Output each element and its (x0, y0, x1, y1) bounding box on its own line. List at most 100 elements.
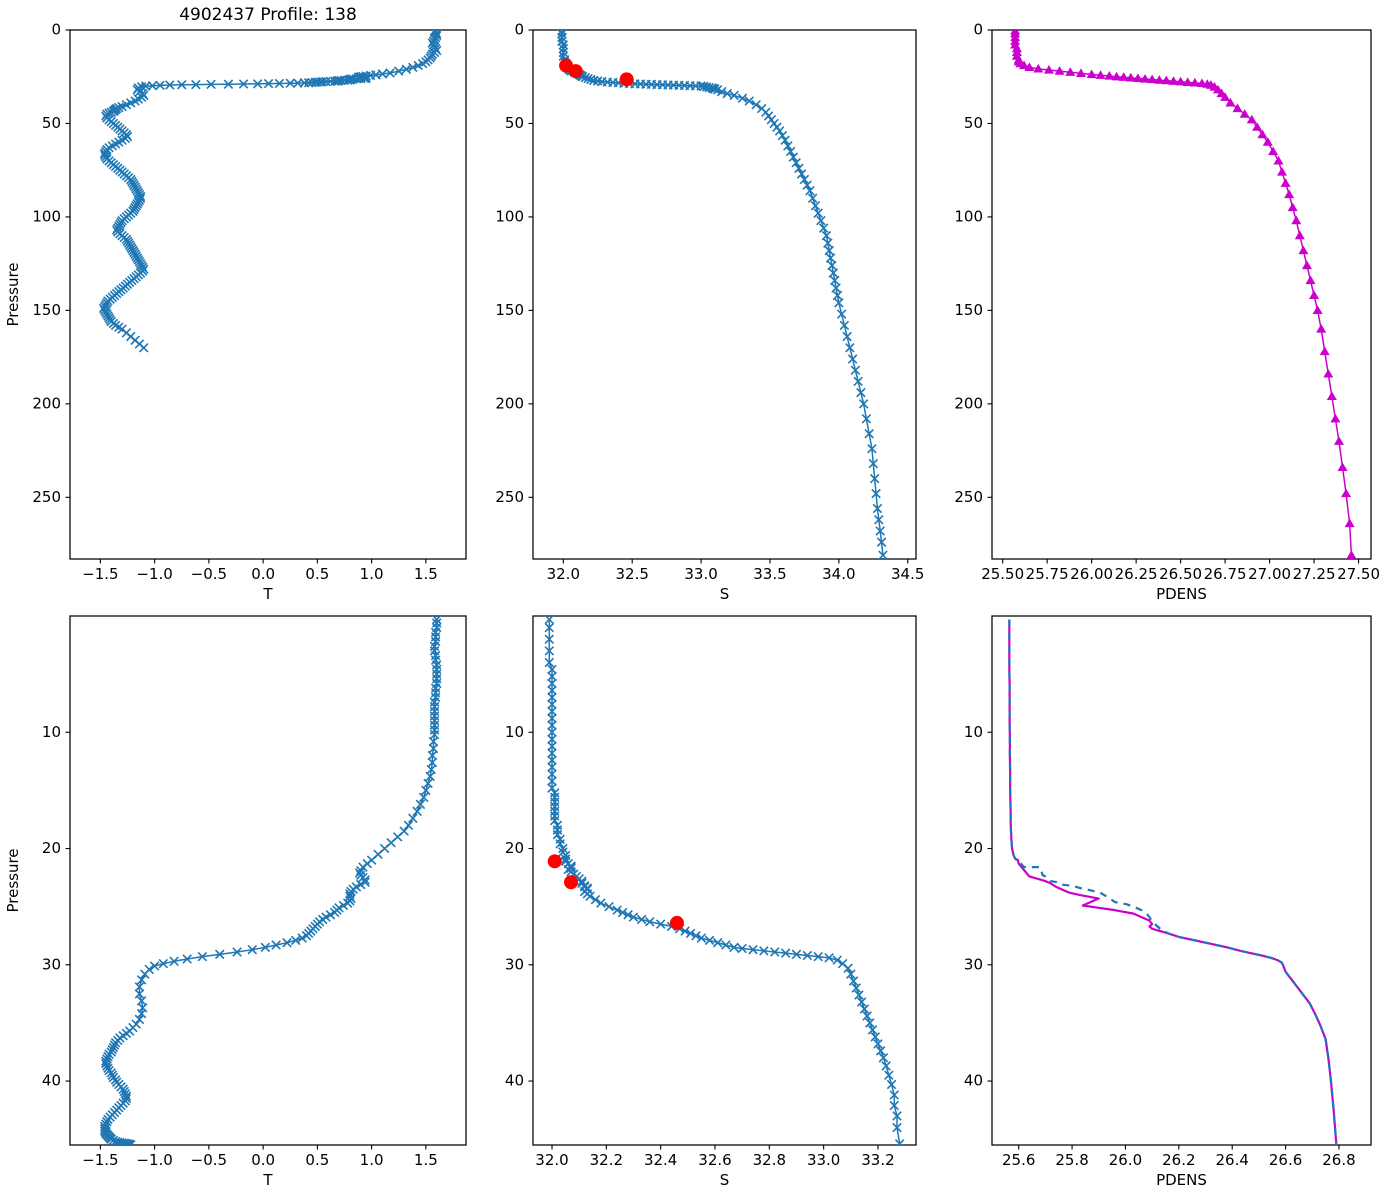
x-axis-label-top-pdens: PDENS (1156, 585, 1207, 603)
axes-frame (532, 615, 917, 1146)
y-tick-label: 40 (42, 1072, 61, 1090)
y-axis-label-top-t: Pressure (4, 262, 22, 326)
x-tick-label: 33.0 (807, 1151, 840, 1169)
plot-area-bot-pdens (1008, 619, 1338, 1144)
plot-area-top-pdens (1010, 30, 1357, 559)
plot-area-bot-s (544, 616, 905, 1145)
x-tick-label: −0.5 (191, 1151, 227, 1169)
x-tick-label: 25.50 (981, 565, 1024, 583)
y-tick-label: 100 (954, 207, 983, 225)
x-tick-label: 32.0 (547, 565, 580, 583)
x-tick-label: 0.5 (305, 565, 329, 583)
x-tick-label: 33.0 (684, 565, 717, 583)
y-tick-label: 0 (51, 21, 61, 39)
y-tick-label: 20 (964, 839, 983, 857)
y-tick-label: 0 (514, 21, 524, 39)
y-tick-label: 200 (954, 394, 983, 412)
y-tick-label: 250 (32, 488, 61, 506)
x-tick-label: −1.5 (82, 1151, 118, 1169)
x-tick-label: 32.5 (615, 565, 648, 583)
x-tick-label: 25.6 (1002, 1151, 1035, 1169)
y-tick-label: 40 (964, 1072, 983, 1090)
x-tick-label: 32.8 (753, 1151, 786, 1169)
x-tick-label: 34.0 (822, 565, 855, 583)
x-tick-label: 32.0 (535, 1151, 568, 1169)
y-tick-label: 250 (954, 488, 983, 506)
y-tick-label: 250 (495, 488, 524, 506)
x-tick-label: 27.25 (1293, 565, 1336, 583)
x-tick-label: 26.2 (1162, 1151, 1195, 1169)
series-markers-bot-s (544, 616, 905, 1145)
x-tick-label: 26.4 (1216, 1151, 1249, 1169)
series-line-bot-pdens-0 (1008, 619, 1338, 1144)
x-tick-label: 27.50 (1337, 565, 1380, 583)
flagged-point-bot-s-1[interactable] (564, 875, 579, 890)
y-tick-label: 20 (505, 839, 524, 857)
flagged-point-top-s-1[interactable] (568, 64, 583, 79)
y-tick-label: 50 (964, 114, 983, 132)
x-tick-label: 26.50 (1159, 565, 1202, 583)
plot-area-top-t (98, 30, 442, 353)
axes-frame (69, 615, 467, 1146)
plot-area-top-s (557, 30, 888, 559)
x-tick-label: 33.5 (753, 565, 786, 583)
figure-title: 4902437 Profile: 138 (179, 5, 357, 25)
flagged-point-bot-s-2[interactable] (669, 915, 684, 930)
y-tick-label: 50 (42, 114, 61, 132)
x-tick-label: 26.00 (1070, 565, 1113, 583)
y-tick-label: 100 (495, 207, 524, 225)
x-axis-label-bot-t: T (262, 1171, 273, 1189)
y-tick-label: 150 (495, 301, 524, 319)
x-tick-label: 1.0 (360, 1151, 384, 1169)
y-tick-label: 20 (42, 839, 61, 857)
x-tick-label: 25.8 (1055, 1151, 1088, 1169)
x-axis-label-top-s: S (720, 585, 730, 603)
x-tick-label: 34.5 (891, 565, 924, 583)
axes-frame (991, 615, 1372, 1146)
x-tick-label: −1.0 (136, 565, 172, 583)
y-tick-label: 40 (505, 1072, 524, 1090)
x-tick-label: 32.2 (590, 1151, 623, 1169)
x-tick-label: −1.5 (82, 565, 118, 583)
x-tick-label: 26.6 (1269, 1151, 1302, 1169)
x-tick-label: 26.8 (1322, 1151, 1355, 1169)
series-markers-top-t (98, 30, 442, 353)
y-tick-label: 100 (32, 207, 61, 225)
y-tick-label: 10 (42, 723, 61, 741)
x-tick-label: −1.0 (136, 1151, 172, 1169)
y-tick-label: 150 (954, 301, 983, 319)
series-line-bot-pdens-1 (1008, 619, 1338, 1144)
x-tick-label: 1.5 (414, 1151, 438, 1169)
x-axis-label-bot-s: S (720, 1171, 730, 1189)
x-axis-label-bot-pdens: PDENS (1156, 1171, 1207, 1189)
x-tick-label: 27.00 (1248, 565, 1291, 583)
x-tick-label: 1.0 (360, 565, 384, 583)
y-tick-label: 50 (505, 114, 524, 132)
x-tick-label: −0.5 (191, 565, 227, 583)
flagged-point-top-s-2[interactable] (619, 72, 634, 87)
y-tick-label: 30 (964, 955, 983, 973)
series-markers-bot-t (99, 616, 442, 1145)
x-tick-label: 0.5 (305, 1151, 329, 1169)
series-markers-top-pdens (1010, 30, 1357, 559)
y-tick-label: 200 (32, 394, 61, 412)
x-tick-label: 0.0 (251, 1151, 275, 1169)
x-tick-label: 32.4 (644, 1151, 677, 1169)
x-tick-label: 25.75 (1026, 565, 1069, 583)
x-tick-label: 26.25 (1115, 565, 1158, 583)
x-tick-label: 26.0 (1109, 1151, 1142, 1169)
y-tick-label: 10 (964, 723, 983, 741)
y-tick-label: 200 (495, 394, 524, 412)
y-tick-label: 150 (32, 301, 61, 319)
x-tick-label: 1.5 (414, 565, 438, 583)
axes-frame (532, 29, 917, 560)
x-tick-label: 0.0 (251, 565, 275, 583)
x-axis-label-top-t: T (262, 585, 273, 603)
flagged-point-bot-s-0[interactable] (547, 854, 562, 869)
y-tick-label: 10 (505, 723, 524, 741)
